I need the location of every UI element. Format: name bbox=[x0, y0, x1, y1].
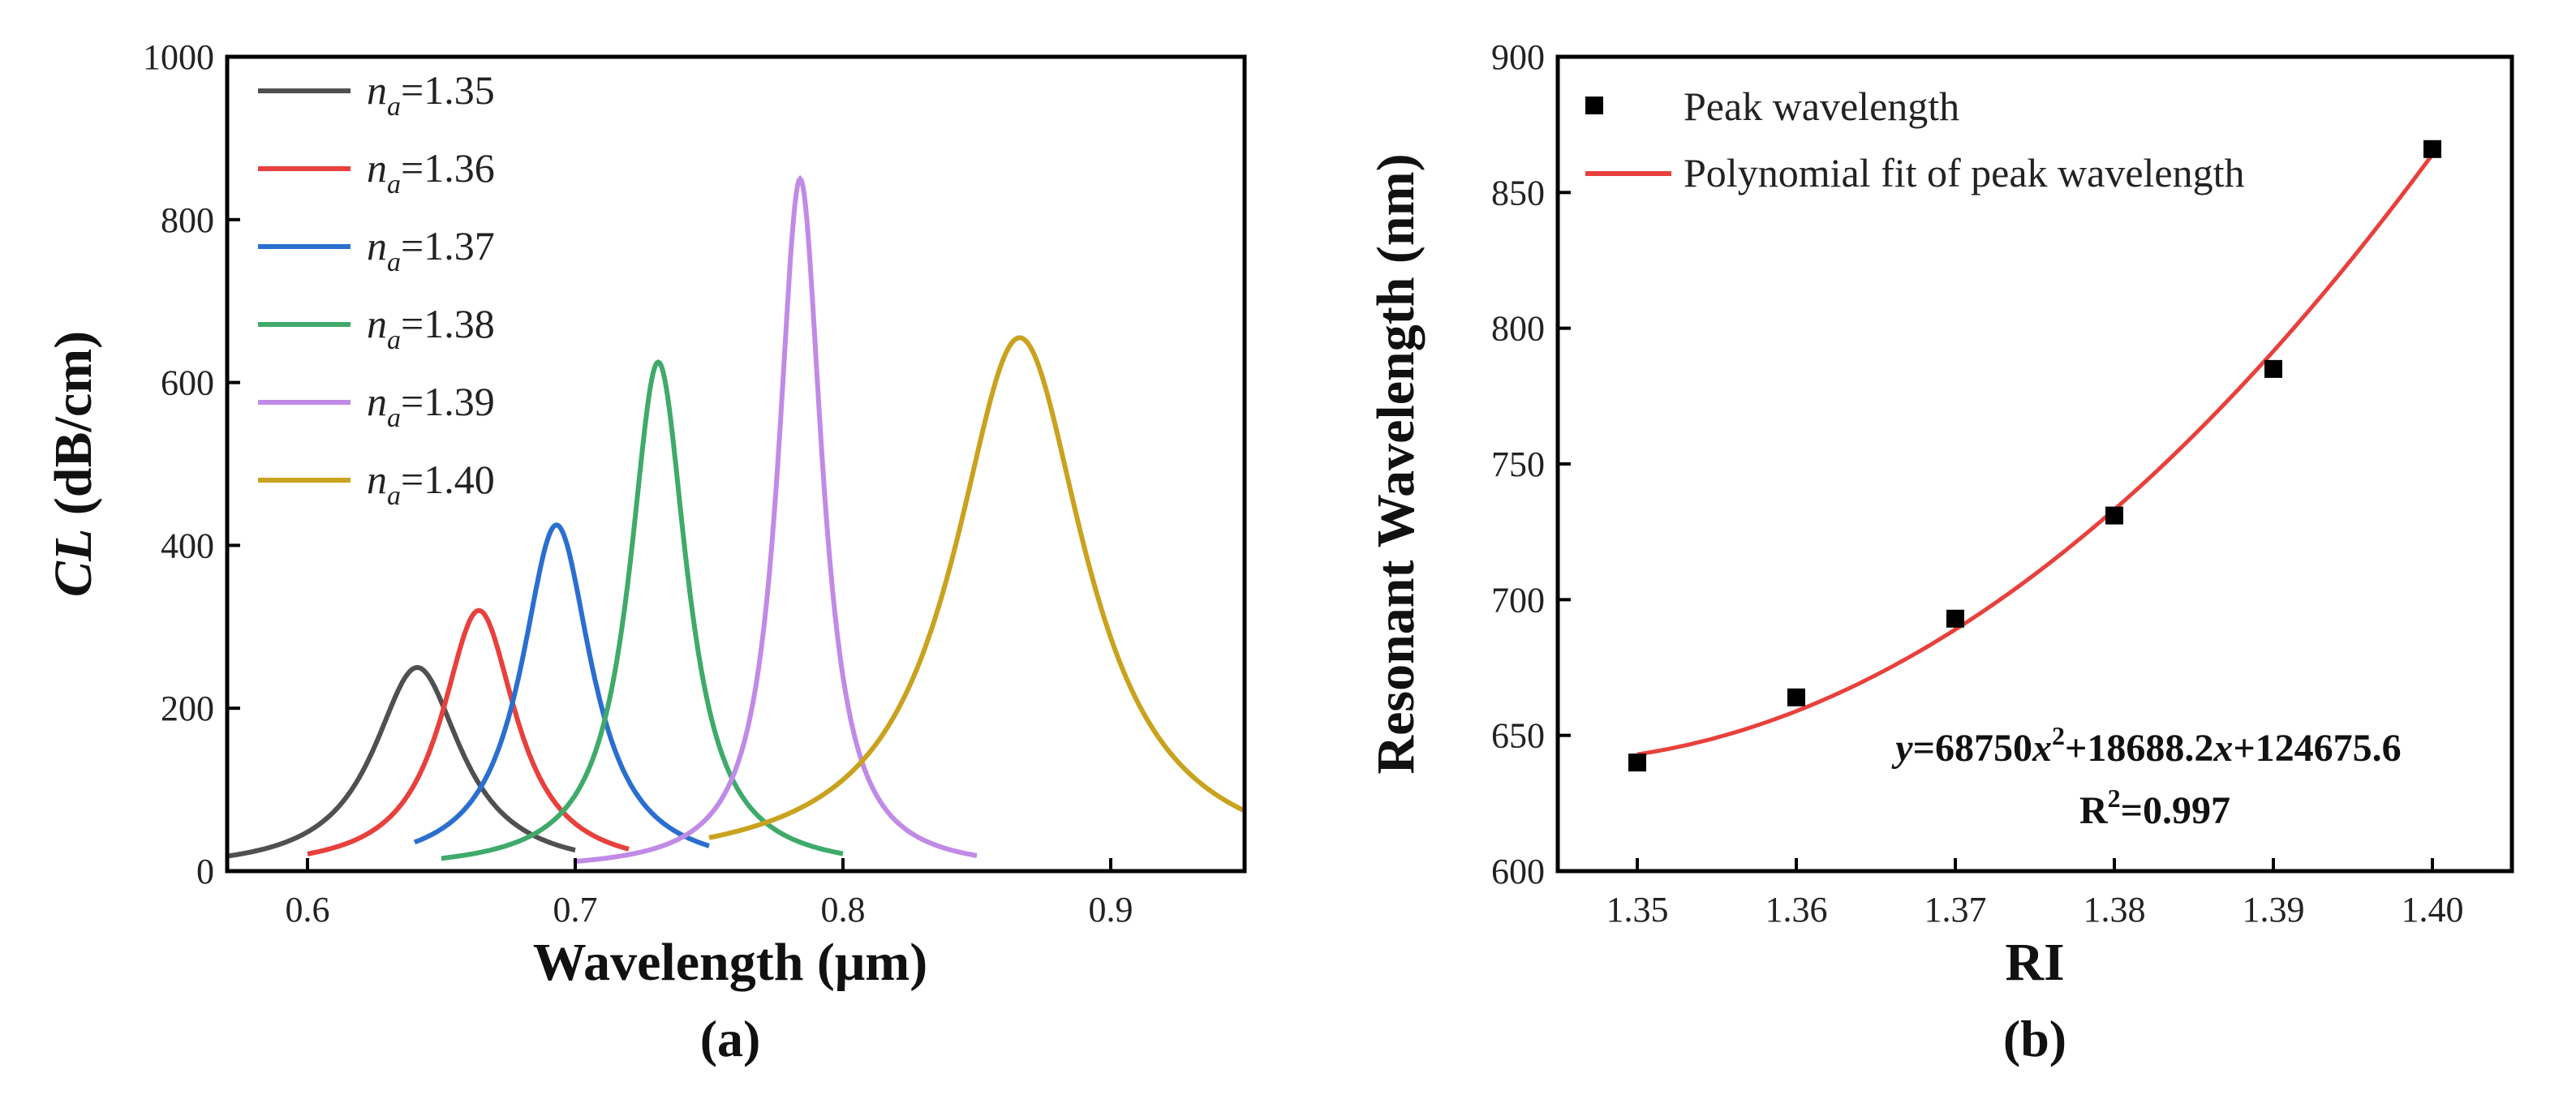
legend-marker-peak bbox=[1585, 97, 1603, 114]
fit-curve bbox=[1636, 153, 2435, 757]
x-tick-label: 1.36 bbox=[1765, 890, 1828, 930]
y-tick-label: 400 bbox=[161, 526, 214, 565]
panel-a-plot-frame bbox=[225, 54, 1247, 874]
x-tick-label: 1.40 bbox=[2402, 890, 2464, 930]
panel-b-caption: (b) bbox=[2003, 1010, 2066, 1067]
y-tick-label: 650 bbox=[1491, 716, 1545, 756]
panel-a-x-axis-label: Wavelength (μm) bbox=[533, 933, 928, 992]
legend-label-1: na=1.35 bbox=[367, 67, 495, 122]
y-tick-label: 200 bbox=[161, 689, 214, 728]
y-tick-label: 800 bbox=[161, 200, 214, 240]
y-tick-label: 0 bbox=[196, 852, 214, 891]
panel-b-y-axis-label: Resonant Wavelength (nm) bbox=[1366, 153, 1426, 774]
panel-a-curves bbox=[226, 174, 1246, 865]
panel-b-x-axis-label: RI bbox=[2005, 933, 2064, 992]
panel-b: 1.35 1.36 1.37 1.38 1.39 1.40 600 650 700 750 800 8… bbox=[1366, 37, 2514, 1067]
data-point bbox=[1628, 753, 1646, 772]
series-line-4 bbox=[441, 359, 844, 861]
legend-label-6: na=1.40 bbox=[367, 457, 495, 511]
series-line-1 bbox=[226, 664, 576, 859]
panel-a-caption: (a) bbox=[700, 1010, 761, 1067]
y-tick-label: 750 bbox=[1491, 444, 1545, 484]
x-tick-label: 1.35 bbox=[1606, 890, 1669, 930]
fit-equation: y=68750x2+18688.2x+124675.6 bbox=[1891, 721, 2401, 770]
y-tick-label: 600 bbox=[1491, 852, 1545, 891]
y-tick-label: 1000 bbox=[143, 37, 214, 77]
data-point bbox=[2264, 359, 2282, 378]
x-tick-label: 1.39 bbox=[2243, 890, 2305, 930]
legend-label-fit: Polynomial fit of peak wavelength bbox=[1684, 150, 2245, 195]
data-point bbox=[1946, 609, 1964, 628]
y-tick-label: 700 bbox=[1491, 580, 1545, 620]
x-tick-label: 0.6 bbox=[286, 890, 330, 930]
legend-label-5: na=1.39 bbox=[367, 379, 495, 433]
panel-a-ticks: 0.6 0.7 0.8 0.9 0 200 400 600 800 1000 bbox=[143, 37, 1133, 930]
x-tick-label: 0.8 bbox=[821, 890, 866, 930]
data-point bbox=[2105, 506, 2123, 525]
series-line-5 bbox=[574, 174, 978, 865]
series-line-3 bbox=[413, 522, 710, 848]
panel-b-ticks: 1.35 1.36 1.37 1.38 1.39 1.40 600 650 700 750 800 8… bbox=[1491, 37, 2464, 930]
data-point bbox=[1787, 688, 1805, 706]
panel-b-legend: Peak wavelength Polynomial fit of peak w… bbox=[1585, 84, 2245, 195]
y-tick-label: 850 bbox=[1491, 173, 1545, 213]
y-tick-label: 900 bbox=[1491, 37, 1545, 77]
legend-label-4: na=1.38 bbox=[367, 301, 495, 355]
r-squared: R2=0.997 bbox=[2079, 784, 2230, 832]
y-tick-label: 800 bbox=[1491, 309, 1545, 349]
x-tick-label: 1.38 bbox=[2084, 890, 2146, 930]
series-line-2 bbox=[307, 608, 630, 857]
legend-label-peak: Peak wavelength bbox=[1684, 84, 1959, 129]
series-line-6 bbox=[708, 335, 1246, 840]
panel-a: 0.6 0.7 0.8 0.9 0 200 400 600 800 1000 na=1.35 na… bbox=[44, 37, 1247, 1067]
panel-b-fit-curve-group bbox=[1636, 153, 2435, 757]
x-tick-label: 0.9 bbox=[1089, 890, 1133, 930]
panel-a-y-axis-label: CL (dB/cm) bbox=[44, 331, 103, 597]
y-tick-label: 600 bbox=[161, 363, 214, 403]
panel-b-points bbox=[1628, 140, 2441, 772]
data-point bbox=[2423, 140, 2441, 158]
legend-label-3: na=1.37 bbox=[367, 223, 495, 277]
x-tick-label: 1.37 bbox=[1924, 890, 1987, 930]
legend-label-2: na=1.36 bbox=[367, 145, 495, 200]
x-tick-label: 0.7 bbox=[553, 890, 598, 930]
panel-a-legend: na=1.35 na=1.36 na=1.37 na=1.38 na=1.39 … bbox=[258, 67, 495, 511]
